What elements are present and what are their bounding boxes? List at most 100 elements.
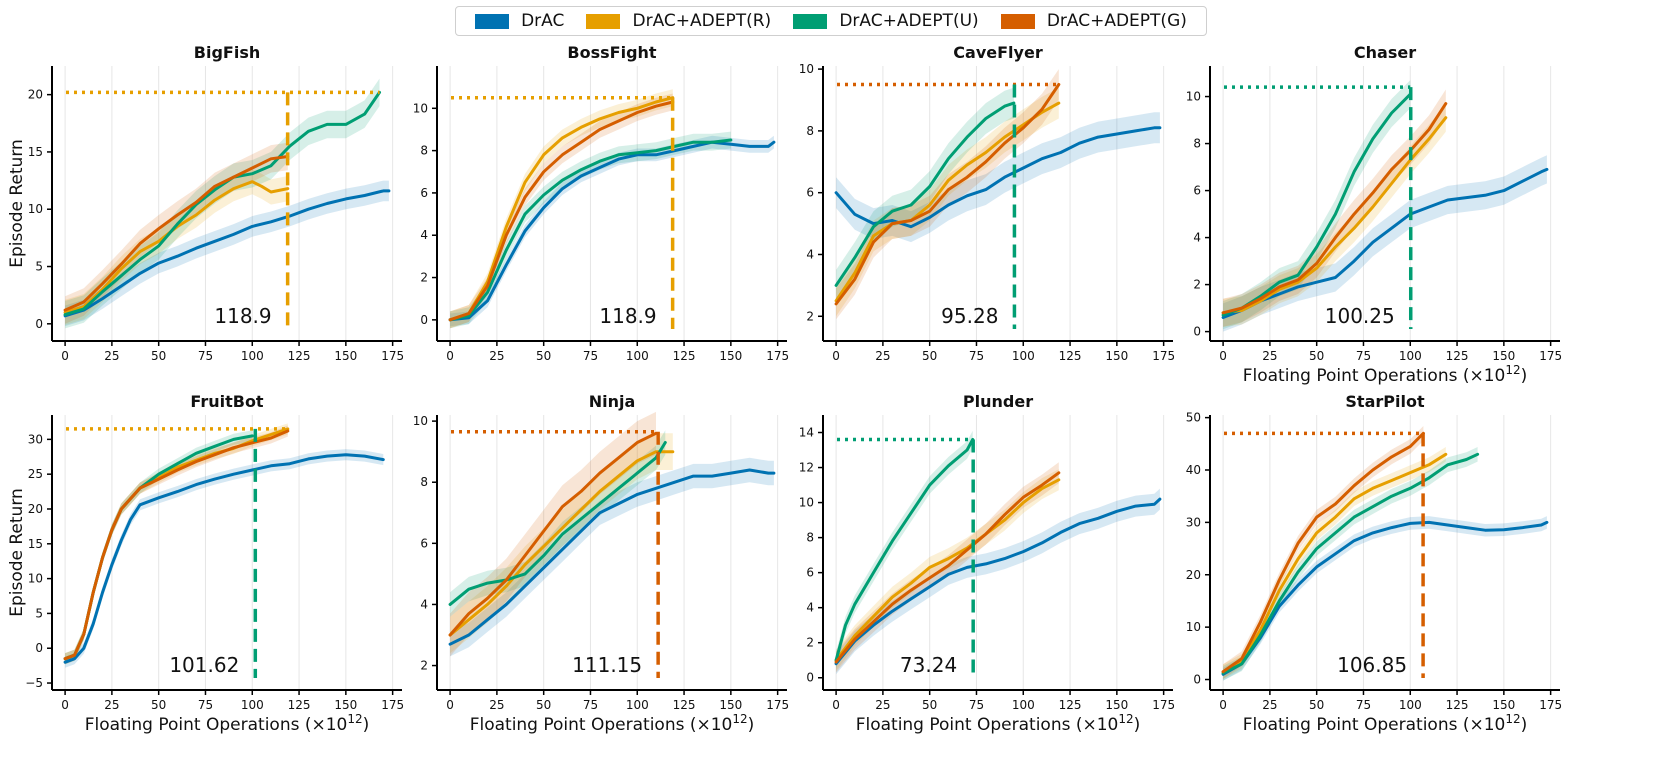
series-line <box>1221 520 1549 676</box>
x-tick-label: 100 <box>1399 698 1422 712</box>
y-tick-label: 20 <box>28 502 43 516</box>
y-tick-label: 4 <box>806 601 814 615</box>
x-tick-label: 100 <box>1399 349 1422 363</box>
x-label-tail: ) <box>1521 715 1528 735</box>
y-tick-label: 2 <box>806 636 814 650</box>
series-line <box>1221 167 1549 319</box>
x-tick-label: 125 <box>1446 349 1469 363</box>
x-label-tail: ) <box>1134 715 1141 735</box>
x-label-tail: ) <box>363 715 370 735</box>
panel-chaser: 100.25 0 25 50 75 100 125 150 175 0 2 4 6 8 10 Chaser Fl… <box>1186 43 1562 386</box>
x-label-main: Floating Point Operations (×10 <box>1243 715 1506 735</box>
series-line <box>448 431 658 637</box>
flop-annotation: 73.24 <box>900 653 957 677</box>
y-tick-label: 0 <box>35 317 43 331</box>
series-band <box>450 411 656 657</box>
y-tick-label: 25 <box>28 467 43 481</box>
x-tick-label: 0 <box>832 349 840 363</box>
panel-fruitbot: 101.62 0 25 50 75 100 125 150 175 −5 0 5 10 15 20 25 30 F… <box>7 392 404 735</box>
y-tick-label: 5 <box>35 260 43 274</box>
x-tick-label: 50 <box>1309 349 1324 363</box>
x-tick-label: 75 <box>583 349 598 363</box>
y-tick-label: 8 <box>420 475 428 489</box>
x-tick-label: 100 <box>241 349 264 363</box>
x-tick-label: 50 <box>922 698 937 712</box>
series-line <box>834 438 975 662</box>
x-axis-label: Floating Point Operations (×1012) <box>85 712 370 735</box>
legend-label: DrAC <box>521 11 565 31</box>
x-tick-label: 75 <box>969 349 984 363</box>
x-tick-label: 150 <box>719 698 742 712</box>
y-tick-label: 8 <box>806 124 814 138</box>
y-tick-label: 6 <box>420 536 428 550</box>
y-tick-label: 15 <box>28 537 43 551</box>
x-axis-label: Floating Point Operations (×1012) <box>470 712 755 735</box>
series-line <box>834 101 1061 303</box>
x-tick-label: 125 <box>1059 349 1082 363</box>
x-tick-label: 150 <box>719 349 742 363</box>
x-tick-label: 175 <box>1539 349 1562 363</box>
y-tick-label: 8 <box>806 531 814 545</box>
x-tick-label: 125 <box>673 698 696 712</box>
x-label-main: Floating Point Operations (×10 <box>856 715 1119 735</box>
x-tick-label: 175 <box>1539 698 1562 712</box>
y-tick-label: 6 <box>806 186 814 200</box>
legend-item: DrAC <box>475 11 564 31</box>
y-tick-label: 50 <box>1186 411 1201 425</box>
series-line <box>63 189 391 318</box>
y-tick-label: 10 <box>28 202 43 216</box>
x-tick-label: 75 <box>1356 349 1371 363</box>
x-tick-label: 50 <box>1309 698 1324 712</box>
y-tick-label: 20 <box>1186 568 1201 582</box>
y-tick-label: 6 <box>1193 184 1201 198</box>
x-tick-label: 25 <box>489 698 504 712</box>
series-band <box>1223 447 1478 681</box>
y-tick-label: 10 <box>413 101 428 115</box>
series-line <box>448 100 675 322</box>
x-tick-label: 75 <box>198 349 213 363</box>
series-band <box>836 69 1059 320</box>
y-axis-label: Episode Return <box>7 488 27 617</box>
y-tick-label: 5 <box>35 606 43 620</box>
y-tick-label: 30 <box>1186 515 1201 529</box>
x-tick-label: 25 <box>104 698 119 712</box>
x-label-sup: 12 <box>347 712 362 726</box>
legend-item: DrAC+ADEPT(R) <box>586 11 771 31</box>
flop-annotation: 101.62 <box>169 653 239 677</box>
series-band <box>65 425 288 665</box>
y-tick-label: 20 <box>28 88 43 102</box>
legend-swatch <box>475 13 510 29</box>
series-line <box>834 471 1061 664</box>
x-tick-label: 25 <box>489 349 504 363</box>
x-tick-label: 125 <box>1446 698 1469 712</box>
y-tick-label: −5 <box>25 676 43 690</box>
panel-starpilot: 106.85 0 25 50 75 100 125 150 175 0 10 20 30 40 50 Star… <box>1186 392 1562 735</box>
y-tick-label: 2 <box>420 271 428 285</box>
x-label-sup: 12 <box>1505 363 1520 377</box>
legend: DrAC DrAC+ADEPT(R) DrAC+ADEPT(U) DrAC+ADEPT… <box>455 6 1207 36</box>
x-label-tail: ) <box>748 715 755 735</box>
series-line <box>834 101 1016 287</box>
panel-title: CaveFlyer <box>953 43 1043 62</box>
series-line <box>63 155 290 312</box>
x-tick-label: 50 <box>922 349 937 363</box>
panel-title: BossFight <box>567 43 656 62</box>
panel-bossfight: 118.9 0 25 50 75 100 125 150 175 0 2 4 6 8 10 BossFight <box>413 43 789 363</box>
x-tick-label: 0 <box>1219 698 1227 712</box>
x-tick-label: 175 <box>1152 349 1175 363</box>
x-label-main: Floating Point Operations (×10 <box>470 715 733 735</box>
x-label-sup: 12 <box>1118 712 1133 726</box>
x-tick-label: 150 <box>1105 698 1128 712</box>
y-tick-label: 4 <box>420 597 428 611</box>
x-tick-label: 100 <box>626 698 649 712</box>
flop-annotation: 106.85 <box>1337 653 1407 677</box>
y-tick-label: 2 <box>420 659 428 673</box>
x-tick-label: 150 <box>1492 349 1515 363</box>
x-tick-label: 150 <box>334 349 357 363</box>
y-tick-label: 10 <box>799 496 814 510</box>
y-tick-label: 6 <box>806 566 814 580</box>
y-tick-label: 40 <box>1186 463 1201 477</box>
x-axis-label: Floating Point Operations (×1012) <box>1243 363 1528 386</box>
flop-annotation: 100.25 <box>1325 304 1395 328</box>
x-tick-label: 100 <box>1012 698 1035 712</box>
